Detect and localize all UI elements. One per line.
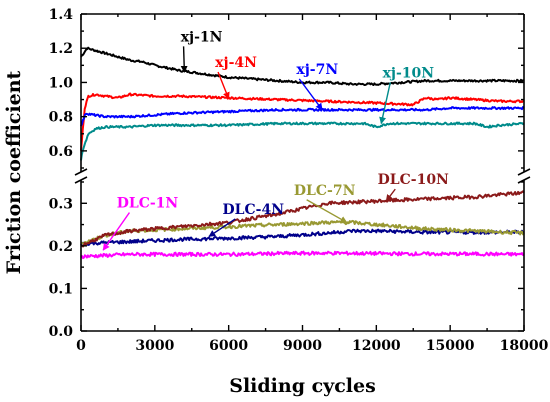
y-tick-label-lower: 0.2 <box>49 239 73 255</box>
y-tick-label-upper: 1.0 <box>49 75 74 91</box>
axis-break-mark <box>517 176 531 184</box>
series-label-DLC-4N: DLC-4N <box>223 202 285 218</box>
series-line-DLC-10N <box>80 190 525 248</box>
y-tick-label-lower: 0.3 <box>49 196 73 212</box>
x-tick-label: 15000 <box>426 338 475 354</box>
y-tick-label-upper: 1.2 <box>49 41 73 57</box>
annotation-arrow-xj-1N <box>180 46 188 73</box>
x-tick-label: 3000 <box>135 338 174 354</box>
annotation-arrow-xj-4N <box>217 71 230 100</box>
series-label-DLC-10N: DLC-10N <box>378 172 449 188</box>
series-label-xj-10N: xj-10N <box>383 65 435 81</box>
annotation-arrow-DLC-1N <box>102 212 131 251</box>
series-line-xj-7N <box>80 106 525 127</box>
annotations: xj-1N xj-4N xj-7N xj-10N DLC-1N DLC-4N DLC-7N D… <box>102 29 449 251</box>
x-tick-label: 9000 <box>283 338 322 354</box>
series-label-xj-1N: xj-1N <box>181 29 223 45</box>
annotation-arrow-DLC-7N <box>306 199 348 224</box>
series-label-xj-7N: xj-7N <box>296 62 338 78</box>
axis-break-mark <box>74 168 88 176</box>
axis-break-mark <box>517 168 531 176</box>
series-label-xj-4N: xj-4N <box>215 55 257 71</box>
axis-break-mark <box>74 176 88 184</box>
annotation-arrow-DLC-4N <box>208 218 236 238</box>
x-tick-label: 0 <box>76 338 86 354</box>
series-line-xj-10N <box>80 121 525 161</box>
annotation-arrow-xj-7N <box>298 78 323 111</box>
series-label-DLC-7N: DLC-7N <box>294 183 356 199</box>
series-label-DLC-1N: DLC-1N <box>117 196 179 212</box>
x-tick-label: 18000 <box>500 338 549 354</box>
axes-frame <box>74 13 531 332</box>
x-tick-label: 6000 <box>209 338 248 354</box>
y-tick-label-upper: 0.6 <box>49 144 73 160</box>
y-tick-label-lower: 0.1 <box>49 281 73 297</box>
plot-area: xj-1N xj-4N xj-7N xj-10N DLC-1N DLC-4N DLC-7N D… <box>74 13 531 332</box>
y-tick-label-upper: 1.4 <box>49 7 74 23</box>
y-tick-label-lower: 0.0 <box>49 324 74 340</box>
tick-labels: 0 3000 6000 9000 12000 15000 18000 0.6 0.8 1.0 1.2… <box>49 7 549 354</box>
y-tick-label-upper: 0.8 <box>49 110 73 126</box>
x-tick-label: 12000 <box>352 338 401 354</box>
annotation-arrow-DLC-10N <box>385 188 396 202</box>
series-line-xj-4N <box>80 92 525 151</box>
series-line-DLC-1N <box>80 250 525 260</box>
annotation-arrow-xj-10N <box>379 82 392 125</box>
x-axis-title: Sliding cycles <box>229 375 376 397</box>
y-axis-title: Friction coefficient <box>3 70 25 274</box>
